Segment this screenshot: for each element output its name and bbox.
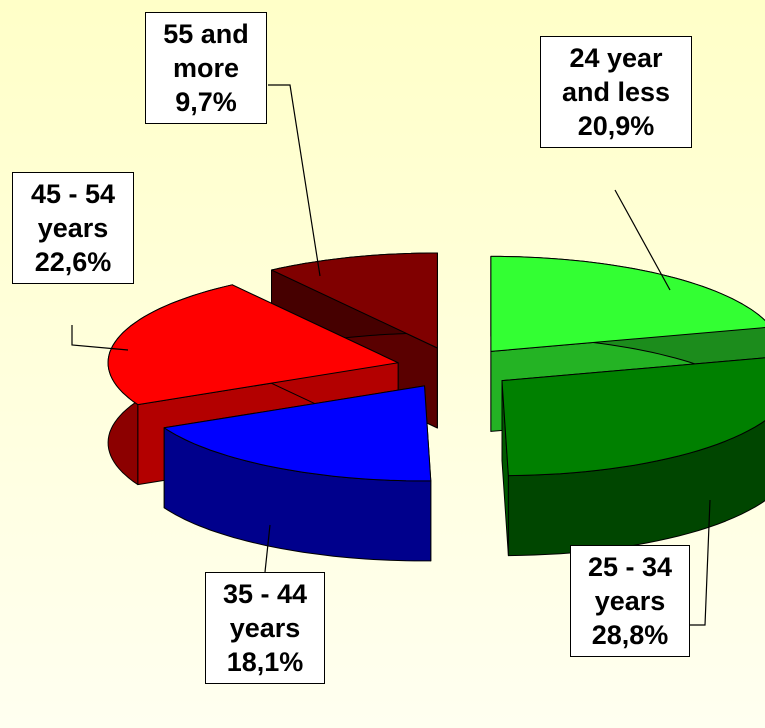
data-label: 24 year and less 20,9% <box>540 36 692 148</box>
label-category: 45 - 54 years <box>30 179 116 243</box>
data-label: 25 - 34 years 28,8% <box>570 545 690 657</box>
label-category: 55 and more <box>163 19 249 83</box>
slice-top <box>501 357 765 477</box>
slice-top <box>107 284 399 406</box>
slice-top <box>490 255 765 352</box>
leader-line <box>690 499 711 626</box>
leader-line <box>614 189 671 291</box>
label-category: 35 - 44 years <box>222 579 308 643</box>
label-value: 20,9% <box>577 111 655 141</box>
slice-top <box>163 385 432 482</box>
data-label: 45 - 54 years 22,6% <box>12 172 134 284</box>
slice-side <box>507 420 765 557</box>
slice <box>163 385 432 562</box>
data-label: 35 - 44 years 18,1% <box>205 572 325 684</box>
data-label: 55 and more 9,7% <box>145 12 267 124</box>
leader-line <box>268 84 321 277</box>
slices <box>107 252 765 562</box>
label-value: 18,1% <box>226 647 304 677</box>
slice-top <box>271 252 438 349</box>
leaders <box>71 84 711 626</box>
label-category: 25 - 34 years <box>587 552 673 616</box>
slice <box>501 357 765 557</box>
label-value: 9,7% <box>175 87 237 117</box>
label-category: 24 year and less <box>561 43 671 107</box>
label-value: 28,8% <box>591 620 669 650</box>
leader-line <box>264 524 271 573</box>
leader-line <box>71 325 129 351</box>
label-value: 22,6% <box>34 247 112 277</box>
